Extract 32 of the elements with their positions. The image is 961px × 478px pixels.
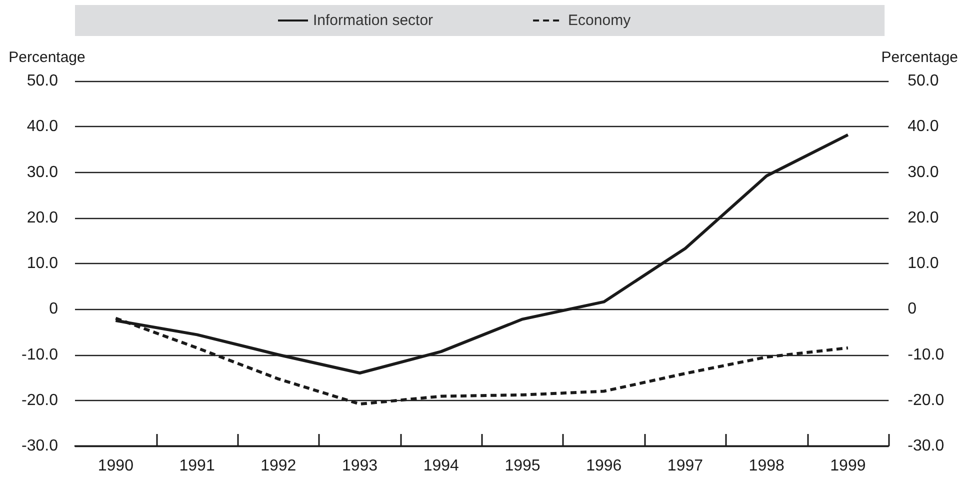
x-tick-label: 1993 <box>342 458 378 474</box>
y2-tick-label: 20.0 <box>908 209 939 226</box>
x-tick-label: 1991 <box>179 458 215 474</box>
y2-tick-label: 30.0 <box>908 164 939 181</box>
y2-tick-label: 50.0 <box>908 72 939 90</box>
x-tick-label: 1996 <box>586 458 622 474</box>
legend-label: Information sector <box>313 12 434 29</box>
y-tick-label: 0 <box>49 300 58 318</box>
x-tick-label: 1999 <box>830 458 866 474</box>
y2-tick-label: -20.0 <box>908 392 944 409</box>
y2-axis-title: Percentage <box>881 49 958 66</box>
y-tick-label: 40.0 <box>26 118 58 136</box>
y2-tick-label: 40.0 <box>908 118 939 136</box>
y2-tick-label: 0 <box>908 300 917 318</box>
y2-tick-label: -10.0 <box>908 346 944 364</box>
y-tick-label: 30.0 <box>26 164 58 181</box>
y-axis-title: Percentage <box>8 49 86 66</box>
y2-tick-label: 10.0 <box>908 255 939 272</box>
legend-label: Economy <box>568 12 632 29</box>
x-tick-label: 1998 <box>748 458 784 474</box>
y-tick-label: 20.0 <box>26 209 58 226</box>
y-tick-label: 50.0 <box>26 72 58 90</box>
y-tick-label: 10.0 <box>26 255 58 272</box>
x-tick-label: 1997 <box>667 458 704 474</box>
y-tick-label: -10.0 <box>22 346 58 364</box>
x-tick-label: 1990 <box>98 458 134 474</box>
y-tick-label: -20.0 <box>22 392 58 409</box>
x-tick-label: 1995 <box>504 458 540 474</box>
x-tick-label: 1992 <box>260 458 296 474</box>
x-tick-label: 1994 <box>423 458 460 474</box>
y-tick-label: -30.0 <box>22 438 58 454</box>
y2-tick-label: -30.0 <box>908 438 944 454</box>
